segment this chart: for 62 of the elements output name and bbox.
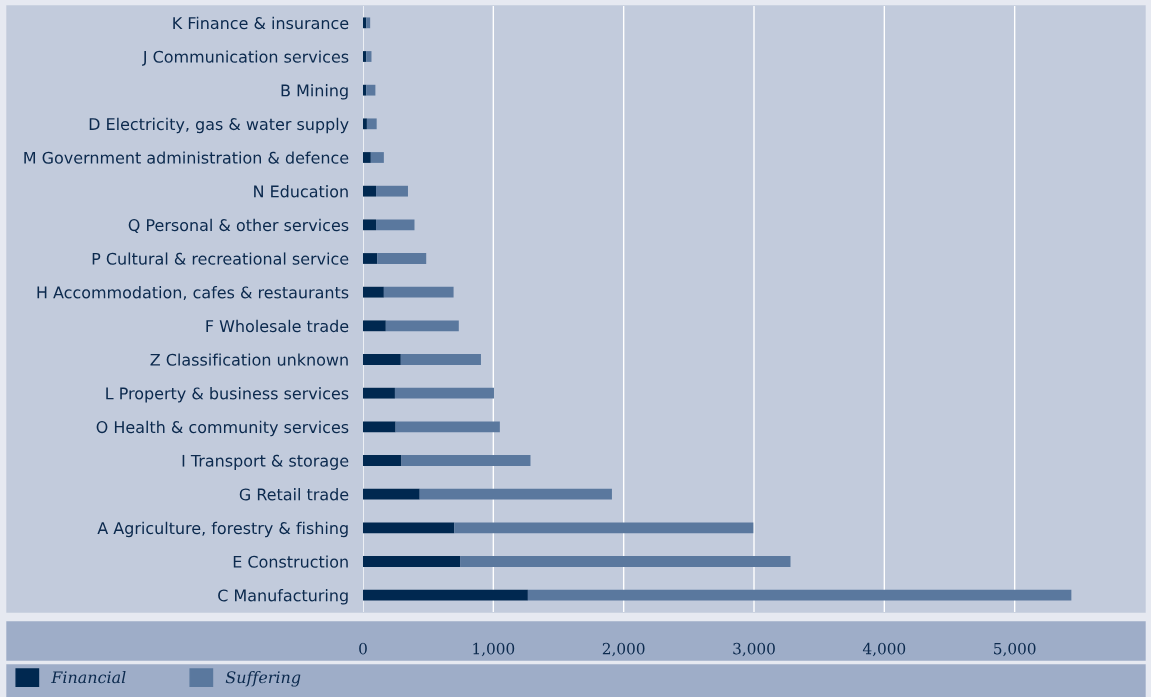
bar bbox=[363, 589, 528, 601]
bar bbox=[363, 219, 377, 231]
y-tick-label: O Health & community services bbox=[96, 420, 349, 437]
y-tick-label: D Electricity, gas & water supply bbox=[89, 117, 349, 134]
bar bbox=[385, 320, 459, 332]
bar bbox=[400, 354, 481, 365]
x-tick-label: 4,000 bbox=[862, 642, 906, 657]
bar bbox=[376, 185, 408, 197]
y-tick-label: J Communication services bbox=[142, 50, 349, 66]
bar bbox=[460, 556, 791, 567]
bar bbox=[383, 286, 454, 298]
y-tick-label: M Government administration & defence bbox=[24, 151, 349, 164]
bar bbox=[363, 522, 455, 534]
y-tick-label: P Cultural & recreational service bbox=[92, 252, 349, 265]
bar bbox=[401, 455, 531, 466]
bar bbox=[395, 421, 500, 433]
bar bbox=[419, 488, 612, 500]
bar bbox=[376, 219, 415, 231]
x-tick-label: 3,000 bbox=[733, 642, 775, 657]
x-tick-label: 5,000 bbox=[994, 642, 1036, 657]
legend-label: Financial bbox=[51, 670, 126, 684]
bar bbox=[363, 84, 367, 96]
bar bbox=[363, 354, 401, 365]
y-tick-label: K Finance & insurance bbox=[173, 16, 349, 30]
bar bbox=[366, 17, 371, 29]
y-tick-label: L Property & business services bbox=[106, 387, 349, 403]
bar bbox=[363, 488, 420, 500]
y-tick-label: N Education bbox=[254, 185, 348, 198]
y-tick-label: C Manufacturing bbox=[218, 589, 348, 605]
x-tick-label: 0 bbox=[359, 642, 367, 655]
bar bbox=[363, 17, 367, 29]
bar bbox=[363, 118, 367, 130]
bar bbox=[363, 253, 378, 264]
y-tick-label: E Construction bbox=[233, 555, 348, 568]
y-tick-label: G Retail trade bbox=[239, 488, 349, 501]
bar bbox=[377, 253, 427, 264]
x-tick-label: 1,000 bbox=[473, 642, 515, 657]
y-tick-label: B Mining bbox=[281, 84, 348, 100]
y-tick-label: A Agriculture, forestry & fishing bbox=[97, 521, 348, 538]
bar bbox=[363, 387, 395, 399]
y-tick-label: I Transport & storage bbox=[182, 454, 349, 470]
bar bbox=[394, 387, 494, 399]
bar bbox=[363, 152, 371, 163]
y-tick-label: H Accommodation, cafes & restaurants bbox=[37, 286, 349, 301]
bar bbox=[527, 589, 1072, 601]
x-tick-label: 2,000 bbox=[602, 642, 645, 657]
y-tick-label: F Wholesale trade bbox=[206, 319, 349, 333]
bar bbox=[366, 118, 377, 130]
bar bbox=[363, 286, 384, 298]
bar bbox=[363, 51, 367, 62]
bar bbox=[363, 320, 386, 332]
bar bbox=[366, 51, 372, 62]
bar bbox=[363, 556, 461, 567]
bar bbox=[363, 455, 402, 466]
y-tick-label: Q Personal & other services bbox=[128, 218, 349, 233]
bar bbox=[363, 421, 396, 433]
y-tick-label: Z Classification unknown bbox=[150, 353, 348, 366]
bar bbox=[454, 522, 754, 534]
bar bbox=[363, 185, 377, 197]
bar bbox=[370, 152, 384, 163]
legend-label: Suffering bbox=[225, 670, 301, 687]
bar bbox=[366, 84, 376, 96]
